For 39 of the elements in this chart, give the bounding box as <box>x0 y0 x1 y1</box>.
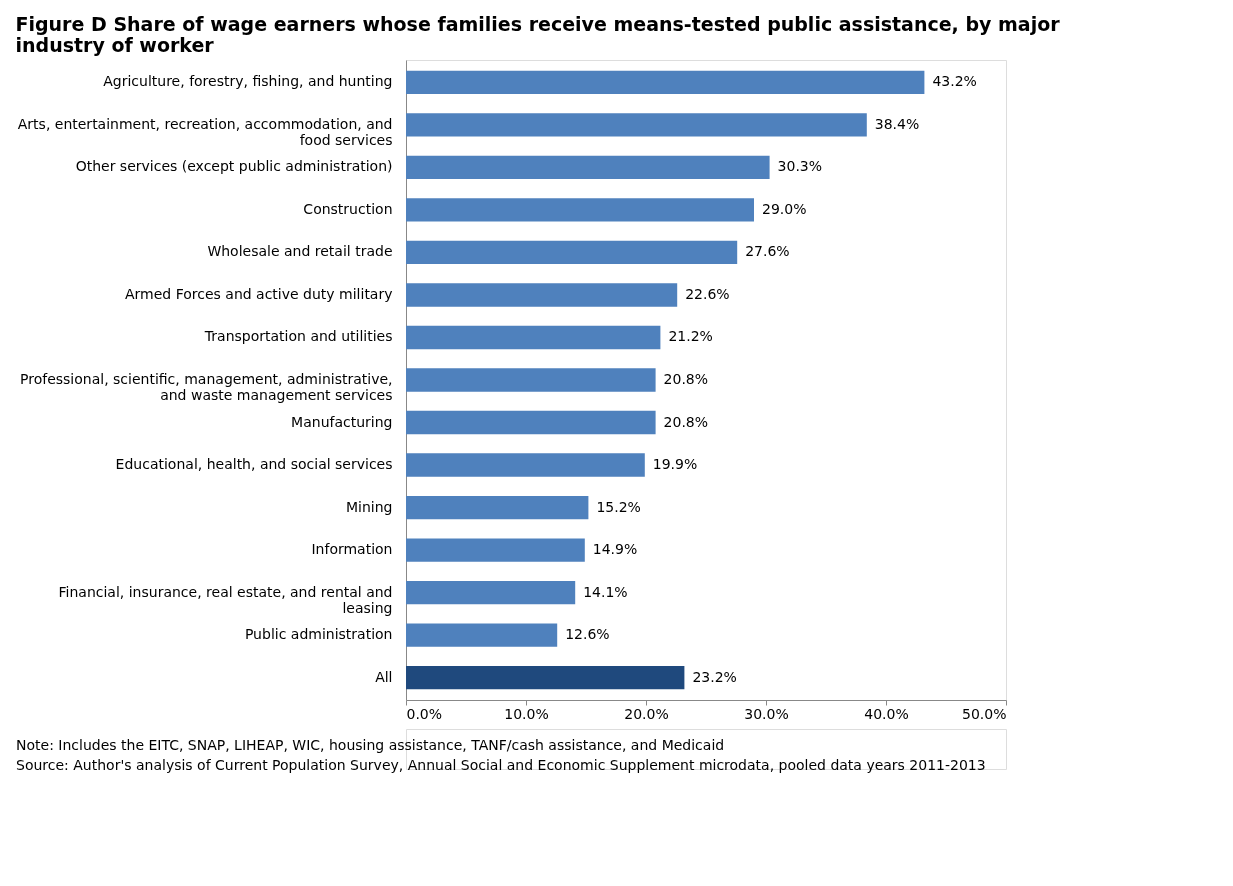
x-tick-label: 0.0% <box>406 705 443 722</box>
y-tick-label: Construction <box>303 200 393 217</box>
y-tick-label: Professional, scientific, management, administrative, and waste management services <box>20 371 393 403</box>
data-label: 20.8% <box>663 371 709 387</box>
data-label: 19.9% <box>652 456 698 473</box>
y-tick-label: Manufacturing <box>291 413 393 430</box>
data-label: 21.2% <box>668 328 713 345</box>
y-tick-label: Public administration <box>244 626 393 643</box>
data-label: 27.6% <box>745 243 790 260</box>
y-tick-label: Educational, health, and social services <box>115 456 393 473</box>
data-label: 20.8% <box>663 413 709 430</box>
data-label: 23.2% <box>692 668 737 685</box>
data-label: 30.3% <box>777 158 823 175</box>
x-tick-label: 10.0% <box>504 705 549 722</box>
x-tick-label: 30.0% <box>744 705 789 722</box>
y-tick-label: Arts, entertainment, recreation, accommodation, and food services <box>17 115 393 148</box>
data-label: 29.0% <box>762 200 807 217</box>
y-tick-label: Information <box>311 541 393 558</box>
x-tick-label: 50.0% <box>962 705 1007 722</box>
data-label: 38.4% <box>874 115 920 132</box>
data-label: 43.2% <box>932 73 977 90</box>
text: Note: Includes the EITC, SNAP, LIHEAP, WIC, housing assistance, TANF/cash assistance, and Medicaid <box>16 737 725 753</box>
data-label: 14.1% <box>583 583 628 600</box>
y-tick-label: Transportation and utilities <box>203 328 393 345</box>
x-tick-label: 40.0% <box>864 705 909 722</box>
y-tick-label: Agriculture, forestry, fishing, and hunting <box>103 73 393 90</box>
data-label: 22.6% <box>685 285 730 302</box>
data-label: 14.9% <box>592 541 638 558</box>
y-tick-label: Financial, insurance, real estate, and rental and leasing <box>58 583 393 616</box>
source-note: Source: Author's analysis of Current Population Survey, Annual Social and Economic Supplement microdata, pooled data years 2011-2013 <box>16 757 986 773</box>
y-tick-label: Armed Forces and active duty military <box>125 285 393 302</box>
chart-title: Figure D Share of wage earners whose families receive means-tested public assistance, by major industry of worker <box>15 12 1061 56</box>
data-label: 12.6% <box>565 626 610 643</box>
y-tick-label: Mining <box>346 498 393 515</box>
y-tick-label: Wholesale and retail trade <box>207 243 393 260</box>
data-label: 15.2% <box>596 498 641 515</box>
y-tick-label: Other services (except public administration) <box>75 158 393 175</box>
x-tick-label: 20.0% <box>624 705 669 722</box>
y-tick-label: All <box>375 668 393 685</box>
